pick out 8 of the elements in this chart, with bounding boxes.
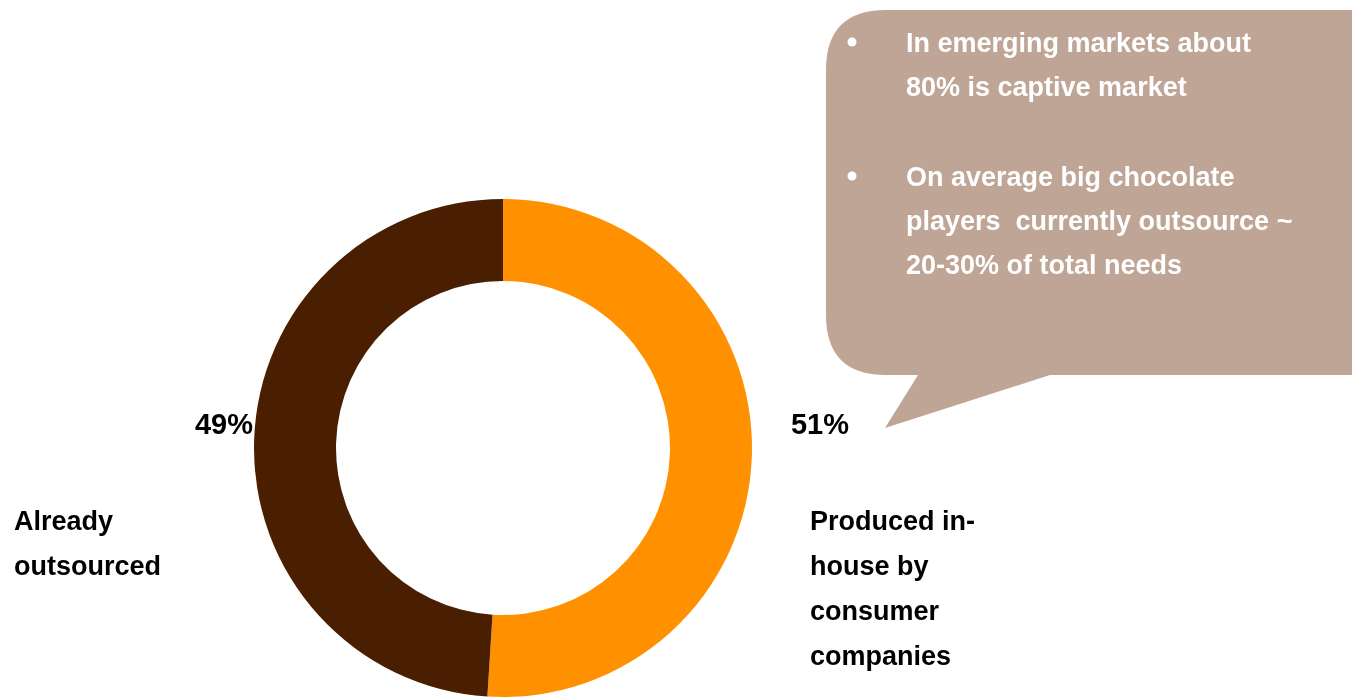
slice-label: Produced in-house by consumer companies [810, 506, 976, 671]
data-label: 51% [790, 408, 850, 440]
slice-label: Already outsourced [14, 506, 162, 581]
donut-slice [254, 199, 503, 697]
text: On average big chocolate players currently outsource ~ 20-30% of total needs [906, 162, 1293, 280]
donut-slice [487, 199, 752, 697]
data-label: 49% [194, 408, 254, 440]
text: In emerging markets about 80% is captive market [906, 28, 1252, 102]
